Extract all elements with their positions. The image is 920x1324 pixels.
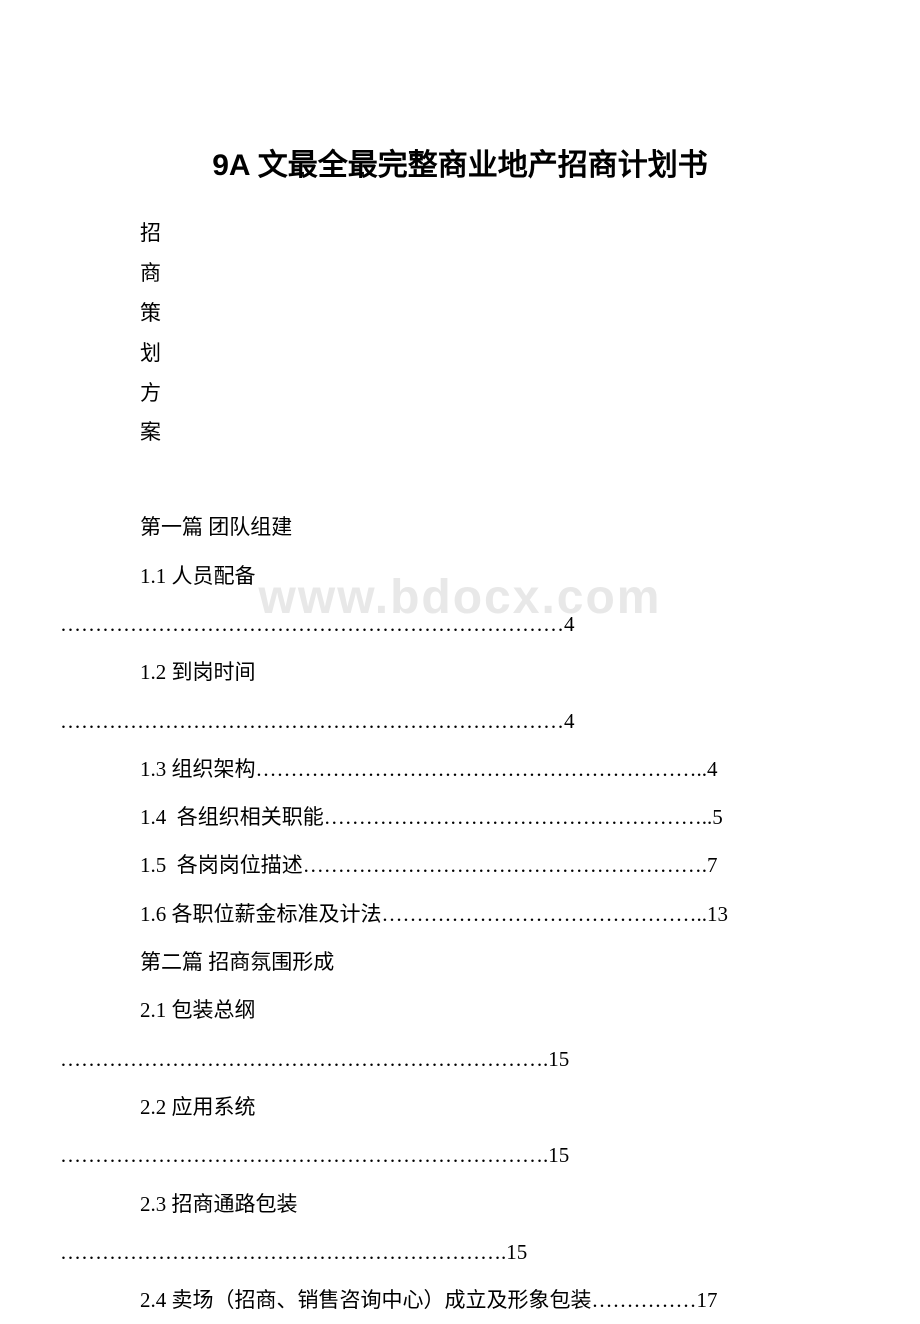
vertical-char-1: 商 [140, 254, 860, 294]
toc-item-2-3-label: 2.3 招商通路包装 [60, 1180, 860, 1228]
document-content: 9A 文最全最完整商业地产招商计划书 招 商 策 划 方 案 第一篇 团队组建 … [0, 0, 920, 1324]
toc-item-2-1-dots: …………………………………………………………….15 [60, 1035, 860, 1083]
vertical-char-5: 案 [140, 413, 860, 453]
toc-item-1-4: 1.4 各组织相关职能………………………………………………..5 [60, 793, 860, 841]
vertical-char-4: 方 [140, 374, 860, 414]
toc-item-1-5: 1.5 各岗岗位描述………………………………………………….7 [60, 841, 860, 889]
toc-item-2-2-label: 2.2 应用系统 [60, 1083, 860, 1131]
toc-item-2-1-label: 2.1 包装总纲 [60, 986, 860, 1034]
document-title: 9A 文最全最完整商业地产招商计划书 [60, 140, 860, 184]
toc-item-2-4: 2.4 卖场（招商、销售咨询中心）成立及形象包装……………17 [60, 1276, 860, 1324]
vertical-char-0: 招 [140, 214, 860, 254]
toc-item-1-1-label: 1.1 人员配备 [60, 552, 860, 600]
table-of-contents: 第一篇 团队组建 1.1 人员配备 …………………………………………………………… [60, 503, 860, 1324]
toc-item-1-2-label: 1.2 到岗时间 [60, 648, 860, 696]
vertical-char-3: 划 [140, 334, 860, 374]
toc-item-1-6: 1.6 各职位薪金标准及计法………………………………………..13 [60, 890, 860, 938]
toc-item-1-2-dots: ………………………………………………………………4 [60, 697, 860, 745]
vertical-subtitle: 招 商 策 划 方 案 [140, 214, 860, 453]
toc-item-2-3-dots: ……………………………………………………….15 [60, 1228, 860, 1276]
vertical-char-2: 策 [140, 294, 860, 334]
toc-section-2-header: 第二篇 招商氛围形成 [60, 938, 860, 986]
toc-item-1-1-dots: ………………………………………………………………4 [60, 600, 860, 648]
toc-item-1-3: 1.3 组织架构………………………………………………………..4 [60, 745, 860, 793]
toc-section-1-header: 第一篇 团队组建 [60, 503, 860, 551]
toc-item-2-2-dots: …………………………………………………………….15 [60, 1131, 860, 1179]
